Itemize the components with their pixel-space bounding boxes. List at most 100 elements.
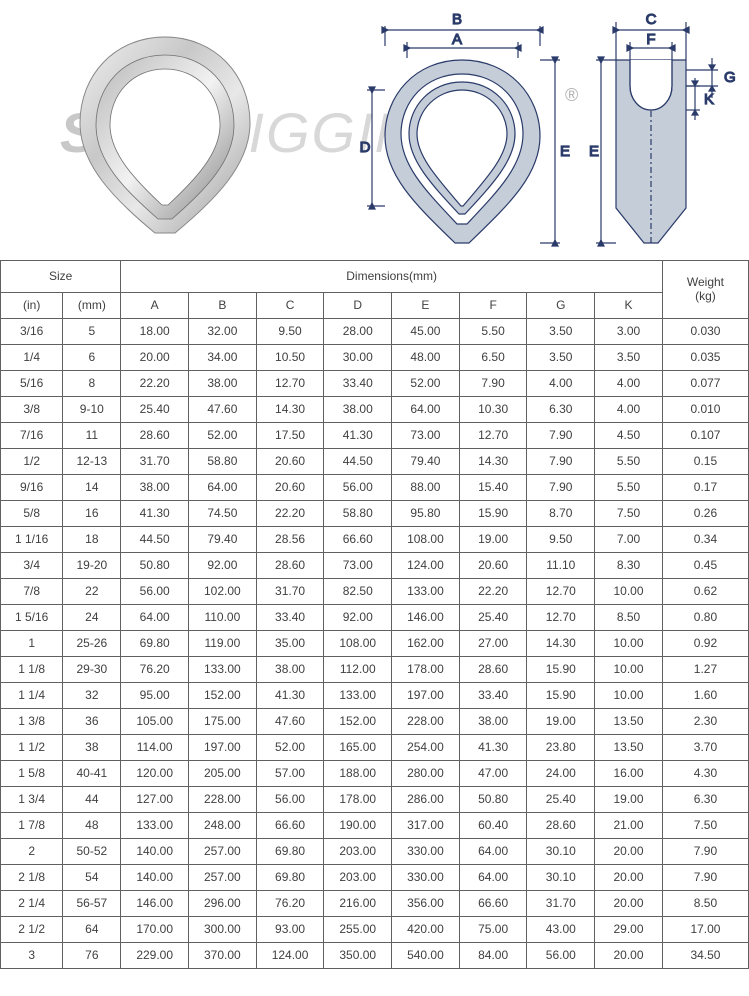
table-cell: 356.00 [392, 891, 460, 917]
table-row: 7/82256.00102.0031.7082.50133.0022.2012.… [1, 579, 749, 605]
subhead-in: (in) [1, 293, 63, 319]
table-cell: 0.26 [662, 501, 748, 527]
table-cell: 28.00 [324, 319, 392, 345]
table-cell: 3/8 [1, 397, 63, 423]
table-cell: 24.00 [527, 761, 595, 787]
table-cell: 75.00 [459, 917, 527, 943]
table-cell: 1 3/4 [1, 787, 63, 813]
table-cell: 32 [63, 683, 121, 709]
table-cell: 7.90 [662, 865, 748, 891]
table-cell: 14.30 [527, 631, 595, 657]
table-cell: 2 1/2 [1, 917, 63, 943]
table-cell: 2 1/4 [1, 891, 63, 917]
table-cell: 15.90 [527, 657, 595, 683]
table-cell: 254.00 [392, 735, 460, 761]
table-cell: 330.00 [392, 839, 460, 865]
table-cell: 82.50 [324, 579, 392, 605]
table-cell: 205.00 [189, 761, 257, 787]
table-cell: 7.90 [527, 423, 595, 449]
table-cell: 5 [63, 319, 121, 345]
table-cell: 28.60 [256, 553, 324, 579]
table-row: 1/212-1331.7058.8020.6044.5079.4014.307.… [1, 449, 749, 475]
table-cell: 300.00 [189, 917, 257, 943]
table-cell: 1 1/8 [1, 657, 63, 683]
table-cell: 31.70 [256, 579, 324, 605]
table-cell: 146.00 [121, 891, 189, 917]
table-cell: 7.90 [459, 371, 527, 397]
table-cell: 1 [1, 631, 63, 657]
table-cell: 74.50 [189, 501, 257, 527]
table-cell: 0.62 [662, 579, 748, 605]
table-row: 1 1/161844.5079.4028.5666.60108.0019.009… [1, 527, 749, 553]
table-cell: 22.20 [121, 371, 189, 397]
svg-text:E: E [589, 143, 599, 160]
table-cell: 7/16 [1, 423, 63, 449]
table-cell: 84.00 [459, 943, 527, 969]
table-cell: 41.30 [459, 735, 527, 761]
table-row: 250-52140.00257.0069.80203.00330.0064.00… [1, 839, 749, 865]
table-cell: 10.50 [256, 345, 324, 371]
table-cell: 40-41 [63, 761, 121, 787]
table-cell: 10.00 [595, 657, 663, 683]
table-cell: 228.00 [189, 787, 257, 813]
table-row: 7/161128.6052.0017.5041.3073.0012.707.90… [1, 423, 749, 449]
table-row: 1 5/162464.00110.0033.4092.00146.0025.40… [1, 605, 749, 631]
table-cell: 140.00 [121, 865, 189, 891]
table-cell: 170.00 [121, 917, 189, 943]
table-row: 2 1/264170.00300.0093.00255.00420.0075.0… [1, 917, 749, 943]
table-cell: 32.00 [189, 319, 257, 345]
table-cell: 133.00 [392, 579, 460, 605]
table-cell: 5.50 [595, 475, 663, 501]
table-cell: 0.077 [662, 371, 748, 397]
table-cell: 20.00 [121, 345, 189, 371]
table-cell: 0.035 [662, 345, 748, 371]
table-cell: 13.50 [595, 709, 663, 735]
table-cell: 33.40 [459, 683, 527, 709]
table-row: 1 3/444127.00228.0056.00178.00286.0050.8… [1, 787, 749, 813]
table-cell: 2.30 [662, 709, 748, 735]
table-cell: 2 [1, 839, 63, 865]
table-cell: 0.92 [662, 631, 748, 657]
table-cell: 216.00 [324, 891, 392, 917]
table-cell: 2 1/8 [1, 865, 63, 891]
table-cell: 3.50 [527, 319, 595, 345]
table-row: 3/419-2050.8092.0028.6073.00124.0020.601… [1, 553, 749, 579]
table-cell: 6.30 [527, 397, 595, 423]
table-row: 1 3/836105.00175.0047.60152.00228.0038.0… [1, 709, 749, 735]
table-cell: 4.00 [527, 371, 595, 397]
table-cell: 6.50 [459, 345, 527, 371]
subhead-col: K [595, 293, 663, 319]
table-cell: 8.70 [527, 501, 595, 527]
table-cell: 17.50 [256, 423, 324, 449]
table-cell: 66.60 [459, 891, 527, 917]
table-cell: 38.00 [121, 475, 189, 501]
table-cell: 175.00 [189, 709, 257, 735]
table-cell: 203.00 [324, 865, 392, 891]
subhead-col: E [392, 293, 460, 319]
header-images: SAIL RIGGING ® B [0, 0, 749, 260]
subhead-col: A [121, 293, 189, 319]
table-cell: 105.00 [121, 709, 189, 735]
svg-text:B: B [452, 11, 462, 28]
table-cell: 20.60 [256, 449, 324, 475]
table-cell: 38.00 [189, 371, 257, 397]
table-cell: 25.40 [527, 787, 595, 813]
table-cell: 25-26 [63, 631, 121, 657]
table-cell: 286.00 [392, 787, 460, 813]
table-cell: 34.50 [662, 943, 748, 969]
table-cell: 1 1/2 [1, 735, 63, 761]
table-cell: 3.50 [595, 345, 663, 371]
table-cell: 93.00 [256, 917, 324, 943]
table-cell: 17.00 [662, 917, 748, 943]
svg-text:G: G [724, 69, 736, 86]
table-cell: 43.00 [527, 917, 595, 943]
table-cell: 10.30 [459, 397, 527, 423]
table-cell: 34.00 [189, 345, 257, 371]
table-cell: 0.17 [662, 475, 748, 501]
table-cell: 50-52 [63, 839, 121, 865]
table-cell: 69.80 [121, 631, 189, 657]
table-cell: 8 [63, 371, 121, 397]
header-weight: Weight (kg) [662, 261, 748, 319]
table-cell: 197.00 [392, 683, 460, 709]
table-cell: 56.00 [324, 475, 392, 501]
